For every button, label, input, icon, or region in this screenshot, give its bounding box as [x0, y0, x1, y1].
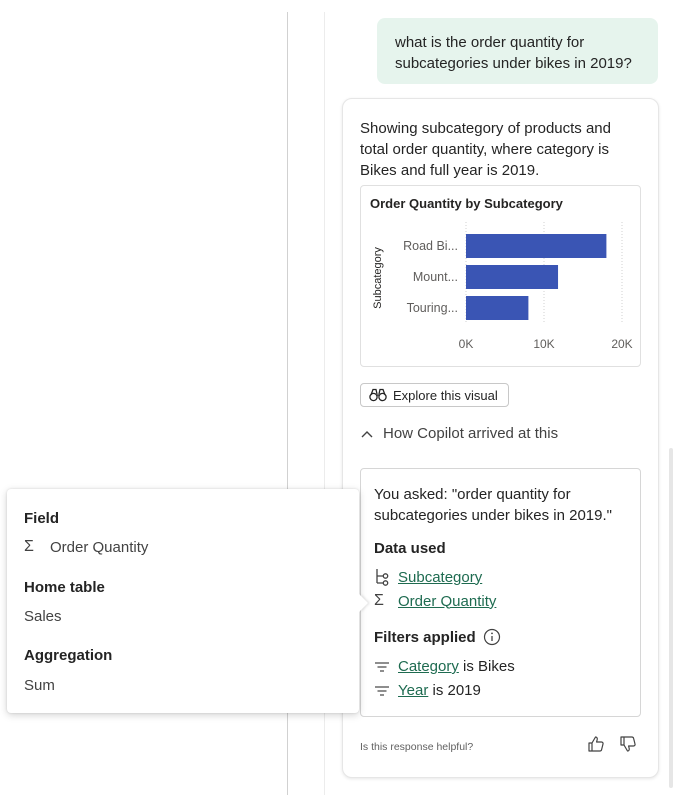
category-label: Road Bi...	[403, 239, 458, 253]
data-used-item: Σ Order Quantity	[374, 592, 496, 610]
you-asked-text: You asked: "order quantity for subcatego…	[374, 486, 612, 524]
category-label: Mount...	[413, 270, 458, 284]
field-value-text: Order Quantity	[50, 538, 149, 556]
chevron-up-icon	[361, 425, 373, 442]
category-filter-value: is Bikes	[458, 658, 515, 675]
field-info-popover: Field Σ Order Quantity Home table Sales …	[7, 489, 368, 713]
field-value: Σ Order Quantity	[24, 538, 148, 556]
bar	[466, 265, 559, 289]
response-text: Showing subcategory of products and tota…	[360, 120, 611, 179]
explore-visual-label: Explore this visual	[393, 387, 498, 403]
y-axis-label: Subcategory	[372, 247, 384, 309]
bar-chart: 0K 10K 20K Road Bi... Mount... Touring... Subc…	[372, 222, 633, 351]
sigma-icon: Σ	[24, 538, 34, 555]
subcategory-link[interactable]: Subcategory	[398, 568, 483, 586]
how-copilot-arrived-label: How Copilot arrived at this	[383, 425, 559, 442]
home-table-heading: Home table	[24, 579, 105, 596]
explore-visual-button[interactable]: Explore this visual	[360, 383, 509, 407]
field-heading: Field	[24, 510, 60, 527]
bar	[466, 234, 607, 258]
pane-divider	[287, 12, 288, 795]
thumbs-up-icon[interactable]	[587, 735, 605, 758]
filter-icon	[374, 685, 398, 697]
category-filter-link[interactable]: Category	[398, 658, 459, 675]
filters-applied-label: Filters applied	[374, 628, 476, 646]
filter-icon	[374, 661, 398, 673]
category-label: Touring...	[407, 301, 458, 315]
bar	[466, 296, 529, 320]
order-quantity-link[interactable]: Order Quantity	[398, 592, 497, 610]
copilot-response-card: Showing subcategory of products and tota…	[342, 98, 659, 778]
helpful-prompt: Is this response helpful?	[360, 741, 474, 753]
year-filter-value: is 2019	[428, 682, 481, 699]
sigma-icon: Σ	[374, 592, 384, 609]
binoculars-icon	[369, 388, 387, 402]
filter-item: Year is 2019	[374, 682, 481, 699]
info-icon[interactable]	[483, 628, 501, 646]
chart-title: Order Quantity by Subcategory	[370, 196, 563, 211]
how-copilot-arrived-toggle[interactable]: How Copilot arrived at this	[361, 425, 558, 442]
user-message-bubble: what is the order quantity for subcatego…	[377, 18, 658, 84]
scrollbar[interactable]	[669, 448, 673, 788]
aggregation-value: Sum	[24, 677, 55, 694]
data-used-heading: Data used	[374, 540, 446, 557]
how-copilot-arrived-panel: You asked: "order quantity for subcatego…	[360, 468, 641, 717]
thumbs-down-icon[interactable]	[619, 735, 637, 758]
year-filter-link[interactable]: Year	[398, 682, 429, 699]
user-message-text: what is the order quantity for subcatego…	[395, 34, 632, 72]
home-table-value: Sales	[24, 608, 62, 625]
x-tick-label: 0K	[459, 337, 474, 351]
x-tick-label: 20K	[611, 337, 632, 351]
popover-arrow	[359, 594, 368, 612]
data-used-item: Subcategory	[374, 568, 482, 586]
copilot-pane-edge	[324, 12, 325, 795]
filters-applied-heading: Filters applied	[374, 628, 501, 646]
aggregation-heading: Aggregation	[24, 647, 113, 664]
filter-item: Category is Bikes	[374, 658, 515, 675]
hierarchy-icon	[374, 568, 398, 586]
x-tick-label: 10K	[533, 337, 554, 351]
chart-visual[interactable]: Order Quantity by Subcategory 0K 10K 20K Ro…	[360, 185, 641, 367]
